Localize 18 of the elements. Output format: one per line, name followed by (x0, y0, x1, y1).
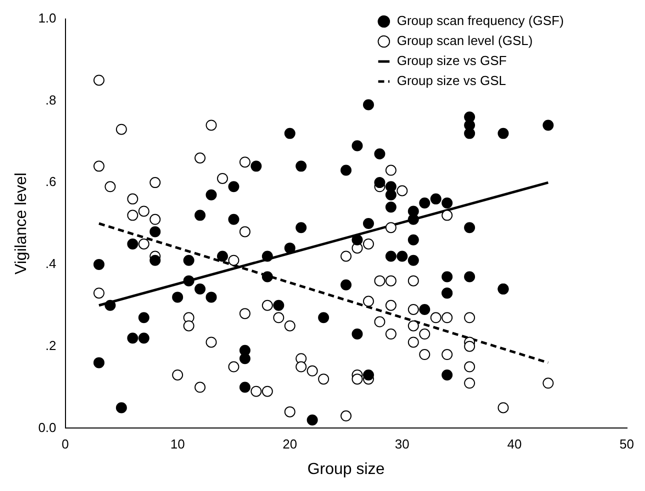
y-tick-label: .2 (45, 338, 56, 353)
x-tick-label: 20 (282, 436, 298, 452)
y-axis-title: Vigilance level (13, 172, 30, 274)
y-tick-label: 0.0 (38, 420, 56, 435)
x-axis-title: Group size (307, 460, 385, 478)
y-tick-label: 1.0 (38, 10, 56, 26)
x-tick-label: 10 (170, 436, 185, 452)
x-tick-label: 40 (507, 436, 522, 452)
x-tick-label: 0 (62, 436, 69, 452)
y-tick-label: .4 (45, 256, 56, 272)
legend-label: Group scan frequency (GSF) (396, 13, 564, 28)
legend-label: Group size vs GSF (396, 53, 507, 68)
x-tick-label: 50 (620, 436, 634, 452)
x-tick-label: 30 (394, 436, 410, 452)
legend-label: Group size vs GSL (396, 73, 506, 88)
legend-label: Group scan level (GSL) (396, 33, 533, 48)
y-tick-label: .8 (45, 92, 56, 108)
y-tick-label: .6 (45, 174, 56, 190)
